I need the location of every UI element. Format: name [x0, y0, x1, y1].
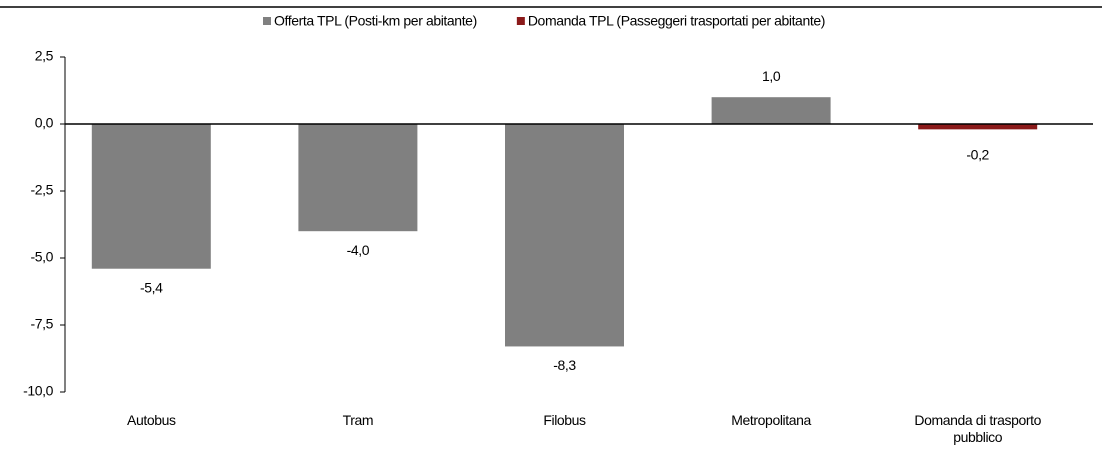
value-label: -5,4 — [140, 279, 163, 295]
y-tick-label: 2,5 — [35, 48, 54, 64]
x-tick-label: Metropolitana — [731, 412, 811, 428]
x-tick-label: Domanda di trasporto pubblico — [914, 412, 1041, 445]
legend-label: Domanda TPL (Passeggeri trasportati per … — [528, 13, 825, 29]
y-tick-label: -5,0 — [30, 249, 53, 265]
y-tick-label: -7,5 — [30, 316, 53, 332]
bar — [505, 124, 624, 347]
bar — [918, 124, 1038, 130]
legend-swatch — [263, 17, 271, 25]
x-tick-label: Tram — [342, 412, 374, 428]
bar — [711, 97, 831, 124]
bar — [298, 124, 418, 232]
legend-swatch — [516, 17, 525, 25]
x-tick-label: Filobus — [543, 412, 586, 428]
value-label: 1,0 — [762, 68, 781, 84]
y-tick-label: 0,0 — [35, 115, 54, 131]
bar — [91, 124, 211, 269]
legend-label: Offerta TPL (Posti-km per abitante) — [274, 13, 477, 29]
value-label: -8,3 — [553, 357, 576, 373]
value-label: -0,2 — [966, 147, 989, 163]
y-tick-label: -10,0 — [23, 383, 54, 399]
y-tick-label: -2,5 — [30, 182, 53, 198]
value-label: -4,0 — [347, 242, 370, 258]
x-tick-label: Autobus — [127, 412, 176, 428]
